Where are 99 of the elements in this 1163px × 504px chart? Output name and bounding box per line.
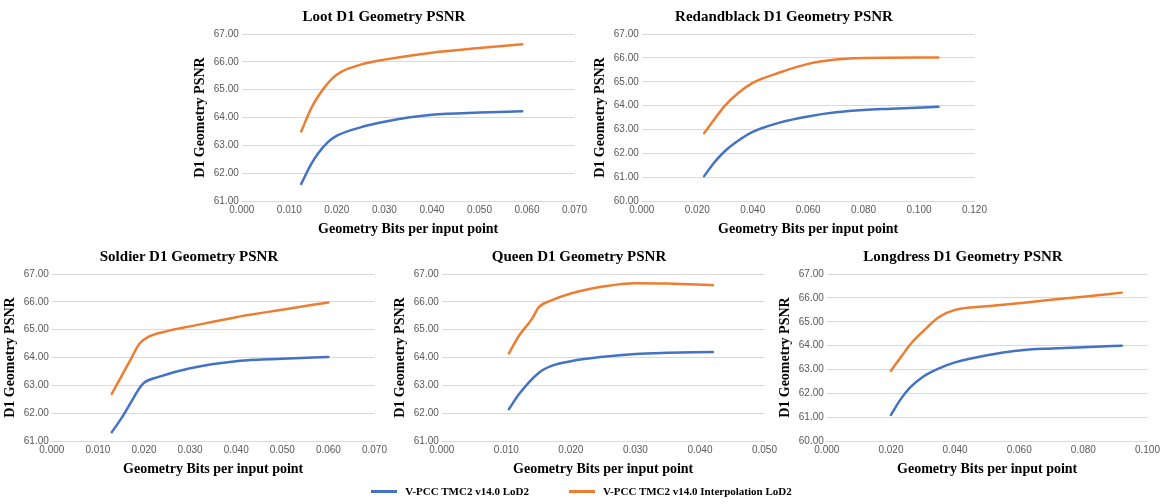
x-tick-label: 0.070	[361, 443, 388, 455]
x-tick-label: 0.000	[814, 443, 840, 455]
x-tick-label: 0.020	[878, 443, 904, 455]
x-tick-label: 0.010	[85, 443, 111, 455]
y-tick-label: 66.00	[413, 295, 440, 307]
y-tick-label: 64.00	[413, 351, 440, 363]
x-tick-label: 0.080	[1070, 443, 1097, 455]
y-tick-label: 64.00	[213, 111, 240, 123]
x-axis-title: Geometry Bits per input point	[318, 221, 499, 237]
y-tick-label: 64.00	[798, 339, 825, 351]
y-tick-label: 62.00	[413, 407, 440, 419]
line-series	[507, 281, 715, 355]
y-tick-label: 65.00	[413, 323, 440, 335]
x-tick-label: 0.040	[419, 203, 445, 215]
y-tick-label: 65.00	[613, 75, 640, 87]
x-tick-label: 0.050	[269, 443, 296, 455]
y-tick-label: 63.00	[213, 139, 240, 151]
line-series	[507, 350, 715, 411]
line-series	[889, 344, 1124, 417]
x-tick-label: 0.060	[514, 203, 540, 215]
y-tick-label: 60.00	[798, 434, 825, 446]
legend-label: V-PCC TMC2 v14.0 LoD2	[405, 485, 529, 497]
y-tick-label: 65.00	[213, 83, 240, 95]
y-tick-label: 64.00	[23, 351, 50, 363]
x-tick-label: 0.060	[1006, 443, 1033, 455]
y-tick-label: 63.00	[23, 379, 50, 391]
y-tick-label: 63.00	[413, 379, 440, 391]
x-tick-label: 0.120	[961, 203, 988, 215]
x-tick-label: 0.030	[622, 443, 649, 455]
x-tick-label: 0.080	[851, 203, 877, 215]
line-series	[299, 109, 524, 186]
x-axis-title: Geometry Bits per input point	[897, 461, 1078, 477]
x-axis-title: Geometry Bits per input point	[718, 221, 899, 237]
y-tick-label: 61.00	[613, 171, 640, 183]
line-series	[702, 56, 940, 135]
x-tick-label: 0.010	[276, 203, 303, 215]
x-tick-label: 0.000	[629, 203, 655, 215]
y-tick-label: 66.00	[23, 295, 50, 307]
y-tick-label: 61.00	[413, 434, 440, 446]
y-tick-label: 61.00	[798, 411, 825, 423]
x-tick-label: 0.060	[315, 443, 342, 455]
chart-title: Queen D1 Geometry PSNR	[491, 247, 667, 264]
legend-label: V-PCC TMC2 v14.0 Interpolation LoD2	[602, 485, 792, 497]
y-tick-label: 62.00	[213, 167, 240, 179]
y-axis-title: D1 Geometry PSNR	[192, 56, 208, 178]
y-tick-label: 62.00	[613, 147, 640, 159]
y-axis-title: D1 Geometry PSNR	[392, 296, 408, 418]
x-tick-label: 0.030	[177, 443, 204, 455]
chart-title: Longdress D1 Geometry PSNR	[863, 247, 1063, 264]
y-tick-label: 67.00	[413, 267, 440, 279]
y-tick-label: 63.00	[613, 123, 640, 135]
y-axis-title: D1 Geometry PSNR	[592, 56, 608, 178]
x-tick-label: 0.020	[684, 203, 711, 215]
chart-title: Redandblack D1 Geometry PSNR	[675, 7, 894, 24]
line-series	[110, 355, 330, 434]
line-series	[299, 43, 524, 133]
x-tick-label: 0.050	[751, 443, 778, 455]
y-tick-label: 62.00	[23, 407, 50, 419]
x-tick-label: 0.040	[687, 443, 713, 455]
line-series	[110, 301, 330, 396]
x-tick-label: 0.050	[466, 203, 493, 215]
y-tick-label: 65.00	[23, 323, 50, 335]
x-tick-label: 0.060	[795, 203, 822, 215]
y-tick-label: 61.00	[23, 434, 50, 446]
y-tick-label: 67.00	[798, 267, 825, 279]
y-tick-label: 60.00	[613, 194, 640, 206]
x-tick-label: 0.000	[39, 443, 65, 455]
y-tick-label: 67.00	[613, 27, 640, 39]
y-tick-label: 66.00	[798, 291, 825, 303]
x-axis-title: Geometry Bits per input point	[513, 461, 694, 477]
x-tick-label: 0.070	[561, 203, 588, 215]
y-tick-label: 61.00	[213, 194, 240, 206]
x-tick-label: 0.100	[1134, 443, 1161, 455]
y-tick-label: 64.00	[613, 99, 640, 111]
chart-title: Soldier D1 Geometry PSNR	[99, 247, 279, 264]
y-tick-label: 66.00	[613, 51, 640, 63]
y-tick-label: 66.00	[213, 55, 240, 67]
x-tick-label: 0.000	[429, 443, 455, 455]
x-tick-label: 0.030	[371, 203, 398, 215]
x-tick-label: 0.010	[493, 443, 520, 455]
y-tick-label: 62.00	[798, 387, 825, 399]
x-tick-label: 0.040	[740, 203, 766, 215]
line-series	[702, 105, 940, 178]
line-series	[889, 291, 1124, 372]
x-tick-label: 0.020	[324, 203, 350, 215]
x-tick-label: 0.000	[229, 203, 255, 215]
x-tick-label: 0.020	[131, 443, 157, 455]
x-axis-title: Geometry Bits per input point	[123, 461, 304, 477]
x-tick-label: 0.100	[906, 203, 932, 215]
x-tick-label: 0.040	[223, 443, 250, 455]
y-axis-title: D1 Geometry PSNR	[777, 296, 793, 418]
x-tick-label: 0.040	[942, 443, 969, 455]
y-tick-label: 67.00	[23, 267, 50, 279]
y-tick-label: 67.00	[213, 27, 240, 39]
y-axis-title: D1 Geometry PSNR	[2, 296, 18, 418]
y-tick-label: 63.00	[798, 363, 825, 375]
x-tick-label: 0.020	[558, 443, 584, 455]
chart-title: Loot D1 Geometry PSNR	[302, 7, 466, 24]
y-tick-label: 65.00	[798, 315, 825, 327]
